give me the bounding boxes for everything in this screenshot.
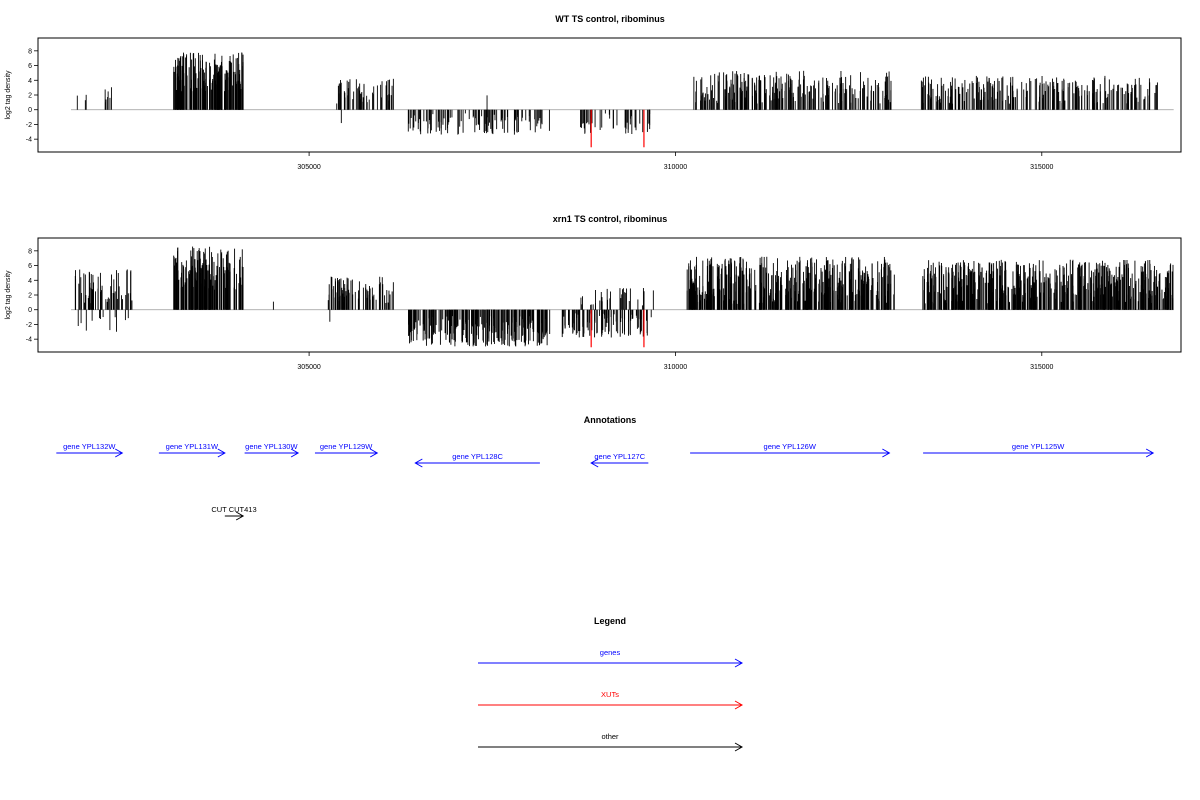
annotation-features: gene YPL132W gene YPL131W gene YPL130W gene… xyxy=(56,442,1155,521)
track-wt-y-tick-label: -2 xyxy=(26,122,32,129)
track-wt-y-tick-label: 8 xyxy=(28,48,32,55)
annotation-arrow-head xyxy=(217,448,226,458)
track-wt-y-axis: -4 -2 0 2 4 6 8 xyxy=(26,48,38,144)
track-wt-x-tick-label: 315000 xyxy=(1030,164,1053,171)
track-wt-y-tick-label: 0 xyxy=(28,107,32,114)
track-xrn1-y-tick-label: 8 xyxy=(28,248,32,255)
track-xrn1-x-tick-label: 305000 xyxy=(297,364,320,371)
track-wt-y-tick-label: 6 xyxy=(28,63,32,70)
annotation-label: gene YPL131W xyxy=(166,442,219,451)
track-wt-bars xyxy=(70,52,1174,148)
track-xrn1-bars xyxy=(70,246,1174,348)
track-xrn1-y-tick-label: 2 xyxy=(28,293,32,300)
legend-items: genes XUTs other xyxy=(478,648,744,752)
track-wt-y-tick-label: -4 xyxy=(26,137,32,144)
track-wt-y-tick-label: 2 xyxy=(28,93,32,100)
annotation-arrow-head xyxy=(414,458,423,468)
legend-panel: Legend genes XUTs other xyxy=(478,616,744,752)
annotation-arrow-head xyxy=(290,448,300,458)
track-wt-y-axis-label: log2 tag density xyxy=(5,70,12,120)
track-wt-x-axis: 305000 310000 315000 xyxy=(297,152,1054,171)
track-xrn1-title: xrn1 TS control, ribominus xyxy=(553,214,668,224)
annotation-arrow-head xyxy=(115,448,124,458)
legend-label: genes xyxy=(600,648,621,657)
legend-arrow-genes-head xyxy=(734,658,744,668)
legend-title: Legend xyxy=(594,616,626,626)
track-xrn1-y-tick-label: 0 xyxy=(28,307,32,314)
legend-label: XUTs xyxy=(601,690,619,699)
annotation-label: gene YPL128C xyxy=(452,452,503,461)
track-wt-x-tick-label: 305000 xyxy=(297,164,320,171)
annotation-label: gene YPL127C xyxy=(594,452,645,461)
track-xrn1-panel: xrn1 TS control, ribominus log2 tag dens… xyxy=(5,214,1182,371)
annotation-label: gene YPL129W xyxy=(320,442,373,451)
track-xrn1-y-tick-label: 6 xyxy=(28,263,32,270)
annotation-arrow-head xyxy=(590,458,599,468)
annotations-panel: Annotations gene YPL132W gene YPL131W gene… xyxy=(56,415,1155,521)
track-xrn1-y-axis-label: log2 tag density xyxy=(5,270,12,320)
annotation-label: gene YPL125W xyxy=(1012,442,1065,451)
legend-arrow-xuts-head xyxy=(734,700,744,710)
annotation-label: gene YPL130W xyxy=(245,442,298,451)
track-wt-x-tick-label: 310000 xyxy=(664,164,687,171)
track-wt-panel: WT TS control, ribominus log2 tag densit… xyxy=(5,14,1182,171)
annotations-title: Annotations xyxy=(584,415,637,425)
annotation-arrow-head xyxy=(369,448,379,458)
annotation-arrow-head xyxy=(882,448,891,458)
track-xrn1-x-tick-label: 310000 xyxy=(664,364,687,371)
annotation-arrow-head xyxy=(235,511,245,521)
annotation-label: gene YPL126W xyxy=(764,442,817,451)
track-wt-y-tick-label: 4 xyxy=(28,78,32,85)
track-xrn1-y-tick-label: 4 xyxy=(28,278,32,285)
track-wt-title: WT TS control, ribominus xyxy=(555,14,665,24)
annotation-label: CUT CUT413 xyxy=(211,505,256,514)
legend-arrow-other-head xyxy=(734,742,744,752)
track-xrn1-x-axis: 305000 310000 315000 xyxy=(297,352,1054,371)
track-xrn1-y-tick-label: -4 xyxy=(26,337,32,344)
track-xrn1-y-tick-label: -2 xyxy=(26,322,32,329)
track-xrn1-x-tick-label: 315000 xyxy=(1030,364,1053,371)
annotation-arrow-head xyxy=(1145,448,1155,458)
track-xrn1-y-axis: -4 -2 0 2 4 6 8 xyxy=(26,248,38,344)
annotation-label: gene YPL132W xyxy=(63,442,116,451)
legend-label: other xyxy=(601,732,619,741)
